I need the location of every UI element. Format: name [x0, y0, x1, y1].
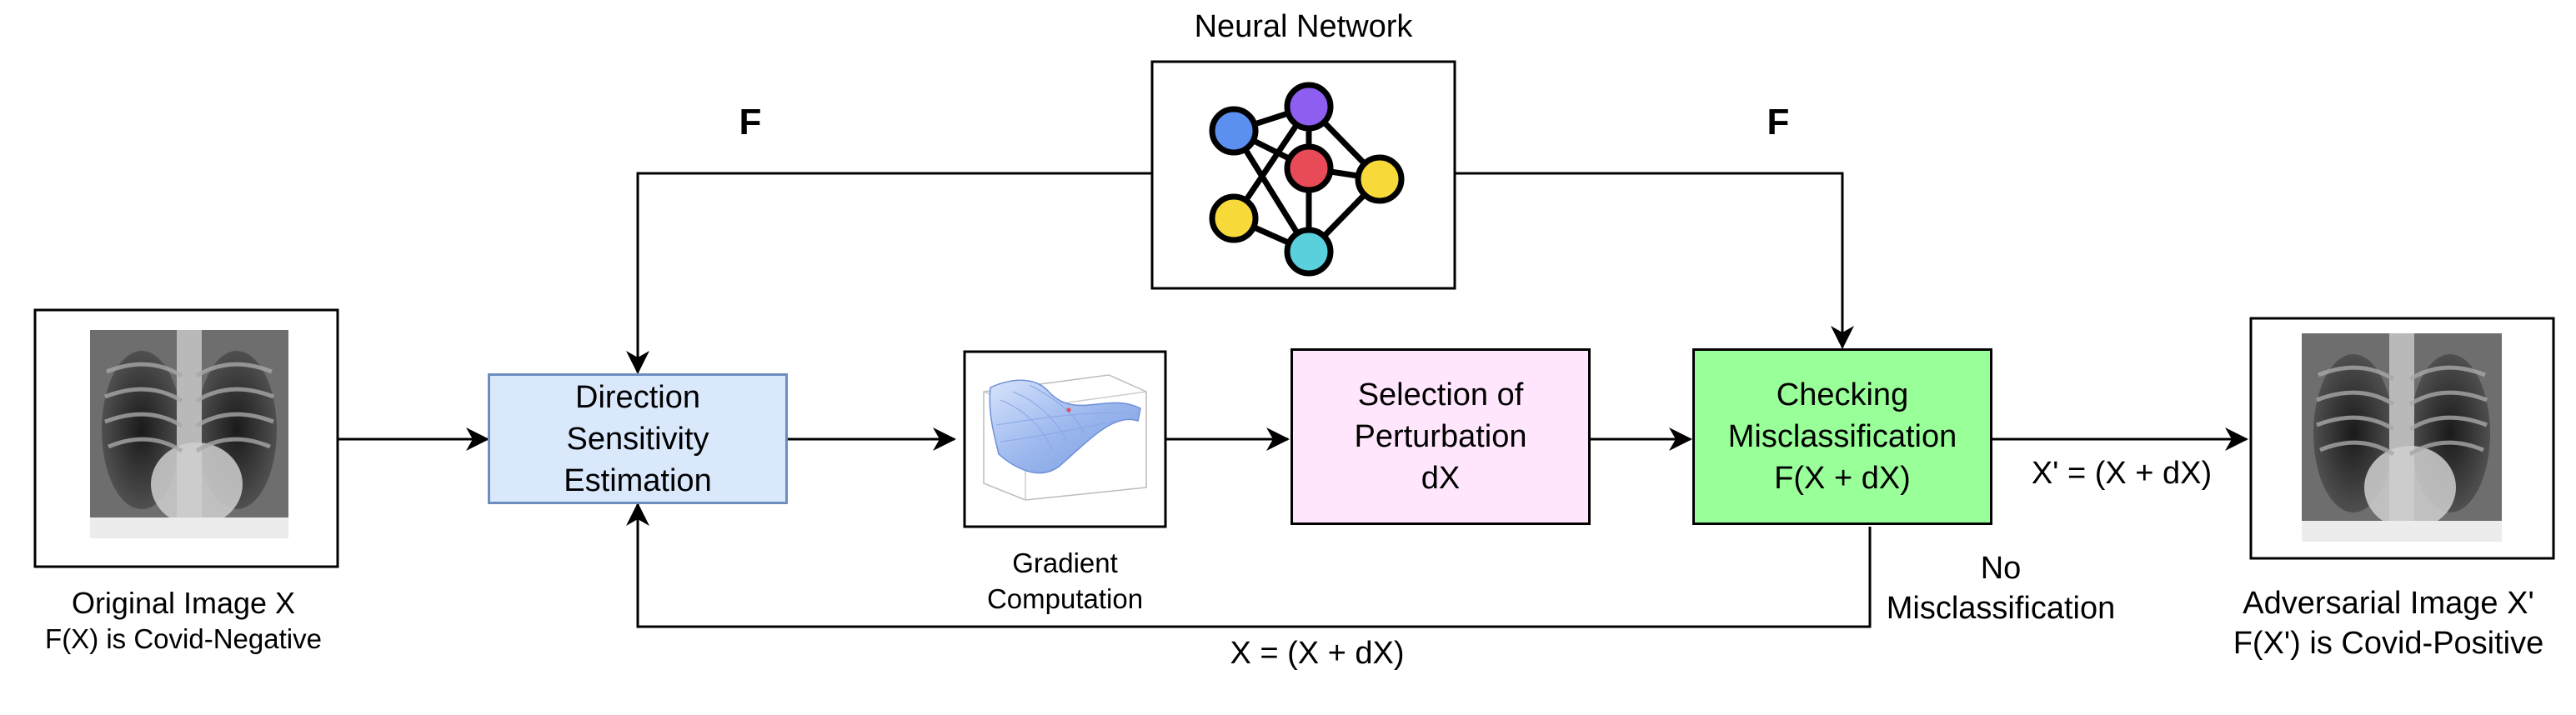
gradient-caption: Gradient Computation: [934, 545, 1196, 617]
network-node-yellow-right: [1355, 154, 1405, 204]
direction-line-1: Direction: [575, 379, 700, 415]
direction-sensitivity-box: Direction Sensitivity Estimation: [488, 373, 788, 504]
original-image-caption: Original Image X F(X) is Covid-Negative: [0, 585, 367, 657]
adversarial-xray-image: [2302, 333, 2502, 542]
checking-line-2: Misclassification: [1727, 419, 1957, 454]
perturbation-line-1: Selection of: [1357, 378, 1524, 412]
network-node-red: [1284, 143, 1334, 193]
perturbation-line-3: dX: [1421, 461, 1461, 496]
feedback-edge-label: X = (X + dX): [1230, 636, 1405, 671]
adversarial-caption-line-1: Adversarial Image X': [2243, 586, 2534, 621]
direction-line-2: Sensitivity: [566, 421, 709, 457]
neural-network-icon: [1209, 82, 1405, 277]
original-caption-line-2: F(X) is Covid-Negative: [45, 623, 322, 654]
edge-label-f-right: F: [1767, 102, 1790, 142]
gradient-caption-line-1: Gradient: [1012, 548, 1118, 578]
network-node-blue: [1209, 106, 1259, 156]
original-caption-line-1: Original Image X: [71, 586, 296, 620]
no-misclassification-line-2: Misclassification: [1886, 591, 2116, 626]
network-node-yellow-left: [1209, 193, 1259, 243]
direction-line-3: Estimation: [564, 462, 712, 498]
edge-network-to-checking: [1455, 172, 1854, 349]
no-misclassification-label: No Misclassification: [1867, 548, 2134, 628]
checking-line-1: Checking: [1776, 378, 1909, 412]
adversarial-caption-line-2: F(X') is Covid-Positive: [2233, 626, 2544, 661]
gradient-caption-line-2: Computation: [986, 583, 1144, 614]
network-node-purple: [1284, 82, 1334, 132]
edge-feedback-loop: [626, 502, 1872, 628]
perturbation-line-2: Perturbation: [1354, 419, 1527, 454]
edge-network-to-direction: [626, 172, 1152, 374]
original-xray-image: [90, 330, 288, 538]
adversarial-image-caption: Adversarial Image X' F(X') is Covid-Posi…: [2201, 583, 2576, 663]
checking-line-3: F(X + dX): [1774, 461, 1911, 496]
perturbation-box: Selection of Perturbation dX: [1291, 348, 1591, 525]
edge-label-f-left: F: [739, 102, 762, 142]
output-edge-label: X' = (X + dX): [2031, 456, 2213, 491]
gradient-surface-icon: [983, 374, 1147, 501]
neural-network-title: Neural Network: [1194, 9, 1413, 44]
checking-misclassification-box: Checking Misclassification F(X + dX): [1692, 348, 1992, 525]
no-misclassification-line-1: No: [1980, 551, 2022, 586]
network-node-cyan: [1284, 227, 1334, 277]
